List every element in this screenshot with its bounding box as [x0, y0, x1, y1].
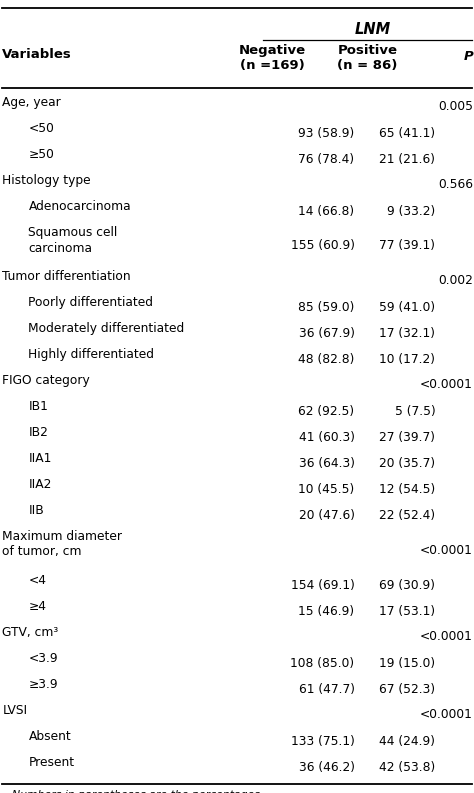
- Text: Poorly differentiated: Poorly differentiated: [28, 296, 154, 309]
- Text: 10 (45.5): 10 (45.5): [298, 482, 355, 496]
- Text: 21 (21.6): 21 (21.6): [379, 152, 435, 166]
- Text: 154 (69.1): 154 (69.1): [291, 579, 355, 592]
- Text: 65 (41.1): 65 (41.1): [379, 127, 435, 140]
- Text: 93 (58.9): 93 (58.9): [298, 127, 355, 140]
- Text: <0.0001: <0.0001: [420, 543, 473, 557]
- Text: FIGO category: FIGO category: [2, 374, 90, 387]
- Text: Highly differentiated: Highly differentiated: [28, 348, 155, 361]
- Text: Negative
(n =169): Negative (n =169): [239, 44, 306, 72]
- Text: 9 (33.2): 9 (33.2): [387, 205, 435, 217]
- Text: LNM: LNM: [354, 22, 390, 37]
- Text: 59 (41.0): 59 (41.0): [379, 301, 435, 313]
- Text: Positive
(n = 86): Positive (n = 86): [337, 44, 398, 72]
- Text: 0.002: 0.002: [438, 274, 473, 288]
- Text: 36 (46.2): 36 (46.2): [299, 760, 355, 773]
- Text: 108 (85.0): 108 (85.0): [291, 657, 355, 669]
- Text: IIA2: IIA2: [28, 478, 52, 491]
- Text: <4: <4: [28, 574, 46, 587]
- Text: 20 (35.7): 20 (35.7): [379, 457, 435, 469]
- Text: 0.566: 0.566: [438, 178, 473, 191]
- Text: 19 (15.0): 19 (15.0): [379, 657, 435, 669]
- Text: 5 (7.5): 5 (7.5): [394, 404, 435, 417]
- Text: 133 (75.1): 133 (75.1): [291, 734, 355, 748]
- Text: <3.9: <3.9: [28, 652, 58, 665]
- Text: IB2: IB2: [28, 426, 48, 439]
- Text: 20 (47.6): 20 (47.6): [299, 508, 355, 522]
- Text: ≥3.9: ≥3.9: [28, 678, 58, 691]
- Text: ≥50: ≥50: [28, 148, 55, 161]
- Text: 17 (53.1): 17 (53.1): [379, 604, 435, 618]
- Text: 155 (60.9): 155 (60.9): [291, 239, 355, 252]
- Text: LVSI: LVSI: [2, 704, 27, 717]
- Text: IIB: IIB: [28, 504, 44, 517]
- Text: 67 (52.3): 67 (52.3): [379, 683, 435, 695]
- Text: <50: <50: [28, 122, 55, 135]
- Text: Squamous cell
carcinoma: Squamous cell carcinoma: [28, 226, 118, 255]
- Text: 10 (17.2): 10 (17.2): [379, 353, 435, 366]
- Text: Maximum diameter
of tumor, cm: Maximum diameter of tumor, cm: [2, 530, 122, 558]
- Text: GTV, cm³: GTV, cm³: [2, 626, 59, 639]
- Text: ≥4: ≥4: [28, 600, 46, 613]
- Text: IIA1: IIA1: [28, 452, 52, 465]
- Text: 62 (92.5): 62 (92.5): [299, 404, 355, 417]
- Text: 61 (47.7): 61 (47.7): [299, 683, 355, 695]
- Text: P: P: [463, 50, 473, 63]
- Text: Present: Present: [28, 756, 74, 769]
- Text: <0.0001: <0.0001: [420, 630, 473, 643]
- Text: Adenocarcinoma: Adenocarcinoma: [28, 200, 131, 213]
- Text: 48 (82.8): 48 (82.8): [298, 353, 355, 366]
- Text: Absent: Absent: [28, 730, 71, 743]
- Text: 42 (53.8): 42 (53.8): [379, 760, 435, 773]
- Text: 14 (66.8): 14 (66.8): [299, 205, 355, 217]
- Text: Age, year: Age, year: [2, 96, 61, 109]
- Text: Histology type: Histology type: [2, 174, 91, 187]
- Text: Tumor differentiation: Tumor differentiation: [2, 270, 131, 283]
- Text: IB1: IB1: [28, 400, 48, 413]
- Text: Moderately differentiated: Moderately differentiated: [28, 322, 185, 335]
- Text: 0.005: 0.005: [438, 101, 473, 113]
- Text: 12 (54.5): 12 (54.5): [379, 482, 435, 496]
- Text: <0.0001: <0.0001: [420, 378, 473, 392]
- Text: 76 (78.4): 76 (78.4): [299, 152, 355, 166]
- Text: 22 (52.4): 22 (52.4): [379, 508, 435, 522]
- Text: Variables: Variables: [2, 48, 72, 60]
- Text: 85 (59.0): 85 (59.0): [298, 301, 355, 313]
- Text: <0.0001: <0.0001: [420, 708, 473, 722]
- Text: 36 (67.9): 36 (67.9): [299, 327, 355, 339]
- Text: 44 (24.9): 44 (24.9): [379, 734, 435, 748]
- Text: 17 (32.1): 17 (32.1): [379, 327, 435, 339]
- Text: 36 (64.3): 36 (64.3): [299, 457, 355, 469]
- Text: 27 (39.7): 27 (39.7): [379, 431, 435, 443]
- Text: 41 (60.3): 41 (60.3): [299, 431, 355, 443]
- Text: 69 (30.9): 69 (30.9): [379, 579, 435, 592]
- Text: Numbers in parentheses are the percentages.: Numbers in parentheses are the percentag…: [12, 790, 264, 793]
- Text: 15 (46.9): 15 (46.9): [299, 604, 355, 618]
- Text: 77 (39.1): 77 (39.1): [379, 239, 435, 252]
